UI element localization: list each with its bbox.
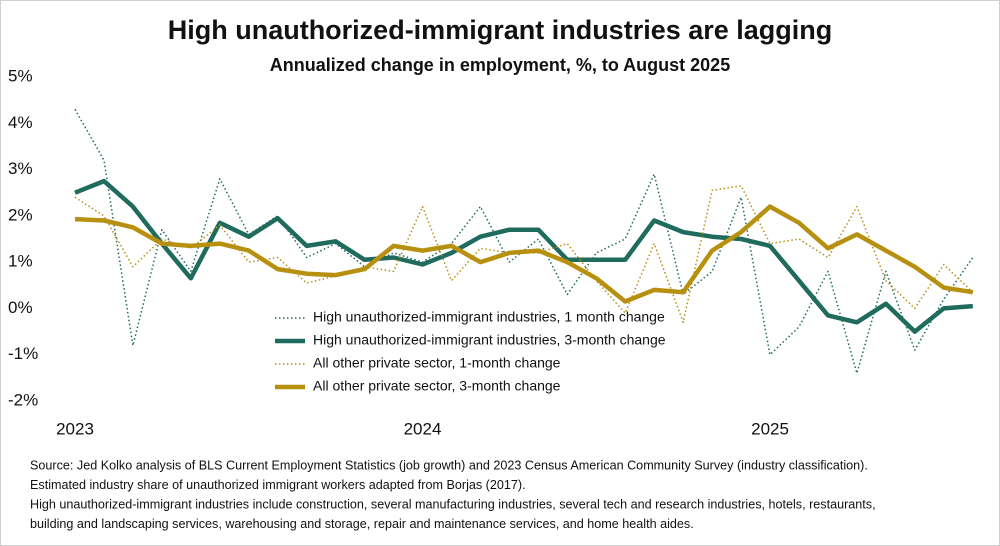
series-line: [74, 178, 973, 334]
footnote: Source: Jed Kolko analysis of BLS Curren…: [30, 458, 868, 472]
legend-label: High unauthorized-immigrant industries, …: [313, 309, 665, 325]
footnote: building and landscaping services, wareh…: [30, 517, 694, 531]
chart-title: High unauthorized-immigrant industries a…: [168, 15, 833, 45]
y-tick-label: 1%: [8, 252, 33, 271]
footnote: Estimated industry share of unauthorized…: [30, 478, 526, 492]
y-tick-label: -2%: [8, 390, 38, 409]
x-tick-label: 2024: [404, 419, 442, 438]
y-tick-label: 5%: [8, 66, 33, 85]
legend-label: All other private sector, 1-month change: [313, 355, 561, 371]
y-tick-label: -1%: [8, 344, 38, 363]
y-tick-label: 3%: [8, 159, 33, 178]
x-tick-label: 2023: [56, 419, 94, 438]
series-line: [74, 204, 974, 304]
series-line: [74, 185, 974, 324]
y-tick-label: 0%: [8, 298, 33, 317]
legend-label: All other private sector, 3-month change: [313, 378, 561, 394]
x-tick-label: 2025: [751, 419, 789, 438]
chart-subtitle: Annualized change in employment, %, to A…: [270, 55, 730, 75]
y-tick-label: 4%: [8, 113, 33, 132]
legend-label: High unauthorized-immigrant industries, …: [313, 332, 666, 348]
y-tick-label: 2%: [8, 205, 33, 224]
footnote: High unauthorized-immigrant industries i…: [30, 497, 876, 511]
